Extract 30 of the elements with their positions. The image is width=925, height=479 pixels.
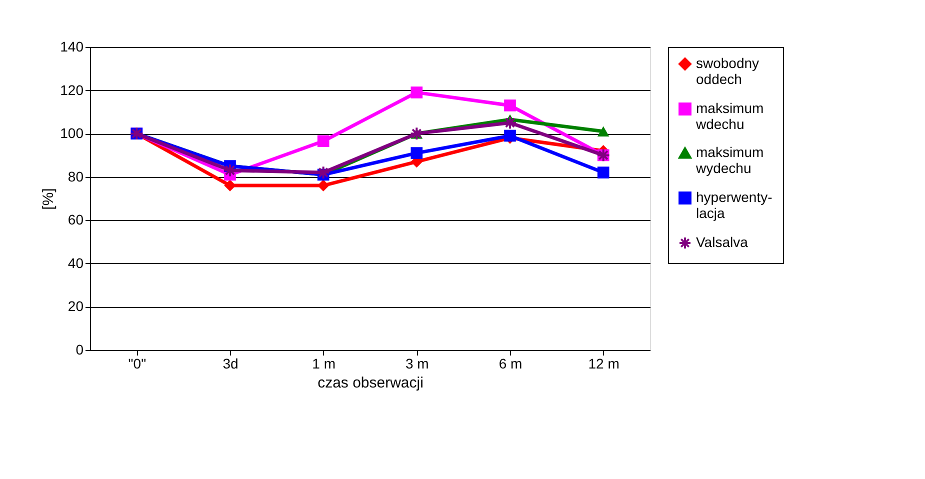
- y-tick-label: 0: [76, 342, 84, 358]
- y-tick-label: 60: [68, 212, 84, 228]
- x-tick-label: 3d: [222, 356, 238, 372]
- point: [317, 135, 330, 148]
- legend-label: swobodny oddech: [696, 55, 760, 87]
- y-tick-label: 80: [68, 168, 84, 184]
- y-tick-label: 140: [60, 38, 84, 54]
- legend-label: hyperwenty-lacja: [696, 189, 773, 221]
- x-tick-label: 12 m: [588, 356, 620, 372]
- x-tick-label: 6 m: [498, 356, 522, 372]
- x-axis-title: czas obserwacji: [318, 374, 424, 392]
- y-tick-label: 40: [68, 254, 84, 271]
- legend-label: Valsalva: [696, 234, 748, 250]
- point: [224, 180, 236, 192]
- legend-label: maksimum wydechu: [695, 144, 764, 176]
- point: [223, 163, 237, 178]
- y-tick-label: 100: [60, 125, 84, 142]
- y-tick-label: 20: [68, 298, 84, 314]
- legend-label: maksimum wdechu: [695, 100, 764, 132]
- point: [503, 116, 517, 130]
- x-tick-label: 3 m: [405, 356, 429, 372]
- x-tick-label: "0": [128, 356, 146, 372]
- point: [410, 86, 423, 98]
- x-tick-label: 1 m: [312, 356, 336, 372]
- y-tick-label: 120: [60, 82, 84, 98]
- point: [504, 100, 516, 112]
- point: [410, 147, 423, 159]
- y-axis-title: [%]: [40, 188, 58, 210]
- point: [597, 166, 610, 178]
- point: [597, 126, 610, 137]
